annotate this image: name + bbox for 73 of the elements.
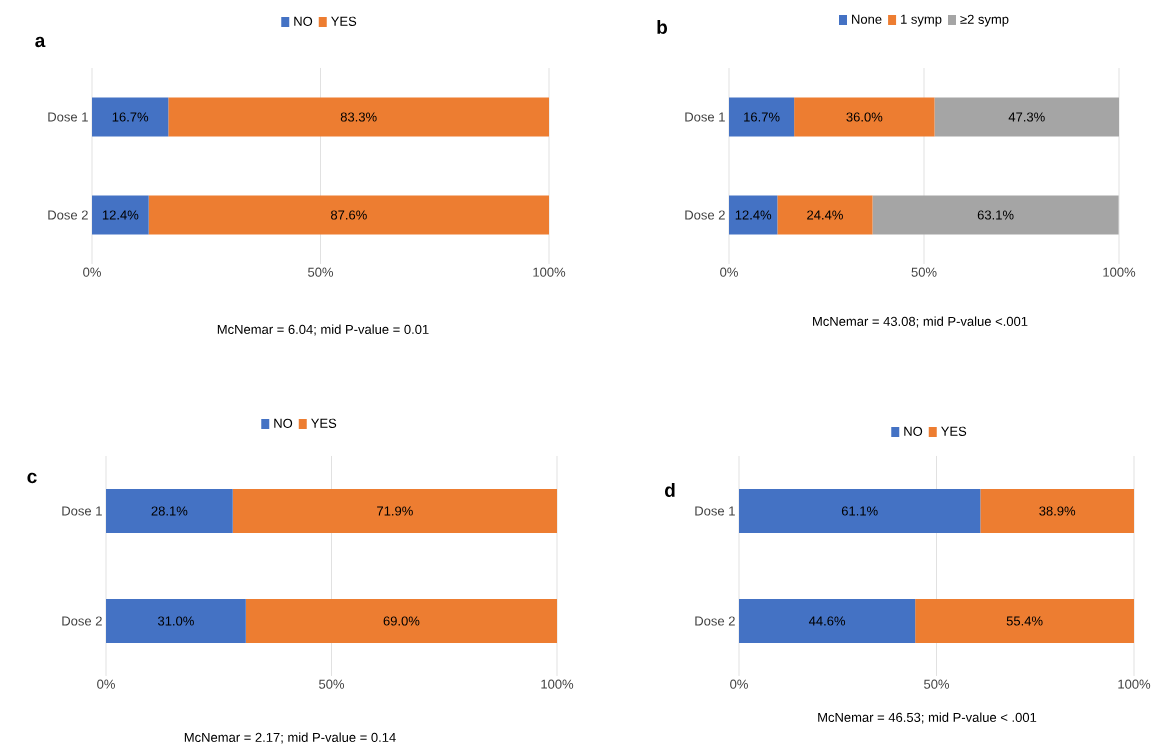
data-label: 16.7%: [112, 112, 149, 122]
bar: [729, 195, 778, 235]
x-tick-label: 100%: [1118, 679, 1151, 689]
bar: [777, 195, 873, 235]
bar: [92, 97, 169, 137]
data-label: 36.0%: [846, 112, 883, 122]
bar: [168, 97, 550, 137]
chart-title: b: [657, 20, 668, 34]
bar: [245, 598, 558, 643]
legend-label: ≥2 symp: [960, 14, 1009, 27]
bar: [872, 195, 1119, 235]
legend-label: NO: [294, 16, 313, 26]
bar: [106, 488, 233, 533]
legend-label: YES: [331, 16, 357, 26]
data-label: 69.0%: [383, 616, 420, 626]
y-tick-label: Dose 2: [62, 616, 102, 626]
y-tick-label: Dose 2: [685, 210, 725, 220]
data-label: 87.6%: [330, 210, 367, 220]
text: c: [27, 472, 37, 484]
data-label: 83.3%: [340, 112, 377, 122]
y-tick-label: Dose 1: [695, 506, 735, 516]
data-label: 24.4%: [807, 210, 843, 220]
text: McNemar = 46.53; mid P-value < .001: [818, 712, 1037, 724]
data-label: 63.1%: [977, 210, 1014, 220]
data-label: 38.9%: [1039, 506, 1076, 516]
bar: [980, 488, 1135, 533]
x-tick-label: 0%: [730, 679, 748, 689]
data-label: 55.4%: [1006, 616, 1043, 626]
data-label: 31.0%: [157, 616, 194, 626]
text: McNemar = 6.04; mid P-value = 0.01: [217, 324, 429, 336]
x-tick-label: 50%: [911, 267, 937, 277]
data-label: 12.4%: [102, 210, 139, 220]
x-tick-label: 0%: [97, 679, 115, 689]
x-tick-label: 50%: [308, 267, 334, 277]
bar: [106, 598, 246, 643]
bar: [92, 195, 149, 235]
x-tick-label: 100%: [1103, 267, 1136, 277]
bar: [729, 97, 795, 137]
y-tick-label: Dose 1: [62, 506, 102, 516]
data-label: 16.7%: [744, 112, 780, 122]
legend-label: 1 symp: [901, 14, 942, 27]
legend-label: NO: [274, 418, 293, 428]
data-label: 12.4%: [735, 210, 772, 220]
x-tick-label: 0%: [83, 267, 101, 277]
bar: [739, 598, 916, 643]
y-tick-label: Dose 1: [685, 112, 725, 122]
x-tick-label: 50%: [924, 679, 950, 689]
legend-label: None: [852, 14, 882, 24]
bar: [794, 97, 935, 137]
data-label: 28.1%: [151, 506, 188, 516]
x-tick-label: 50%: [319, 679, 345, 689]
x-tick-label: 100%: [533, 267, 566, 277]
data-label: 47.3%: [1008, 112, 1045, 122]
bar: [915, 598, 1135, 643]
data-label: 71.9%: [377, 506, 413, 516]
legend-label: YES: [941, 426, 967, 436]
legend-label: NO: [904, 426, 923, 436]
x-tick-label: 0%: [720, 267, 738, 277]
bar: [934, 97, 1120, 137]
bar: [148, 195, 550, 235]
y-tick-label: Dose 1: [48, 112, 88, 122]
y-tick-label: Dose 2: [48, 210, 88, 220]
data-label: 61.1%: [841, 506, 878, 516]
text: McNemar = 2.17; mid P-value = 0.14: [184, 732, 396, 744]
y-tick-label: Dose 2: [695, 616, 735, 626]
text: d: [664, 483, 675, 497]
text: McNemar = 43.08; mid P-value <.001: [813, 316, 1028, 328]
bar: [232, 488, 558, 533]
data-label: 44.6%: [808, 616, 846, 626]
bar: [739, 488, 981, 533]
legend-label: YES: [311, 418, 337, 428]
chart-title: a: [35, 36, 46, 48]
x-tick-label: 100%: [541, 679, 574, 689]
